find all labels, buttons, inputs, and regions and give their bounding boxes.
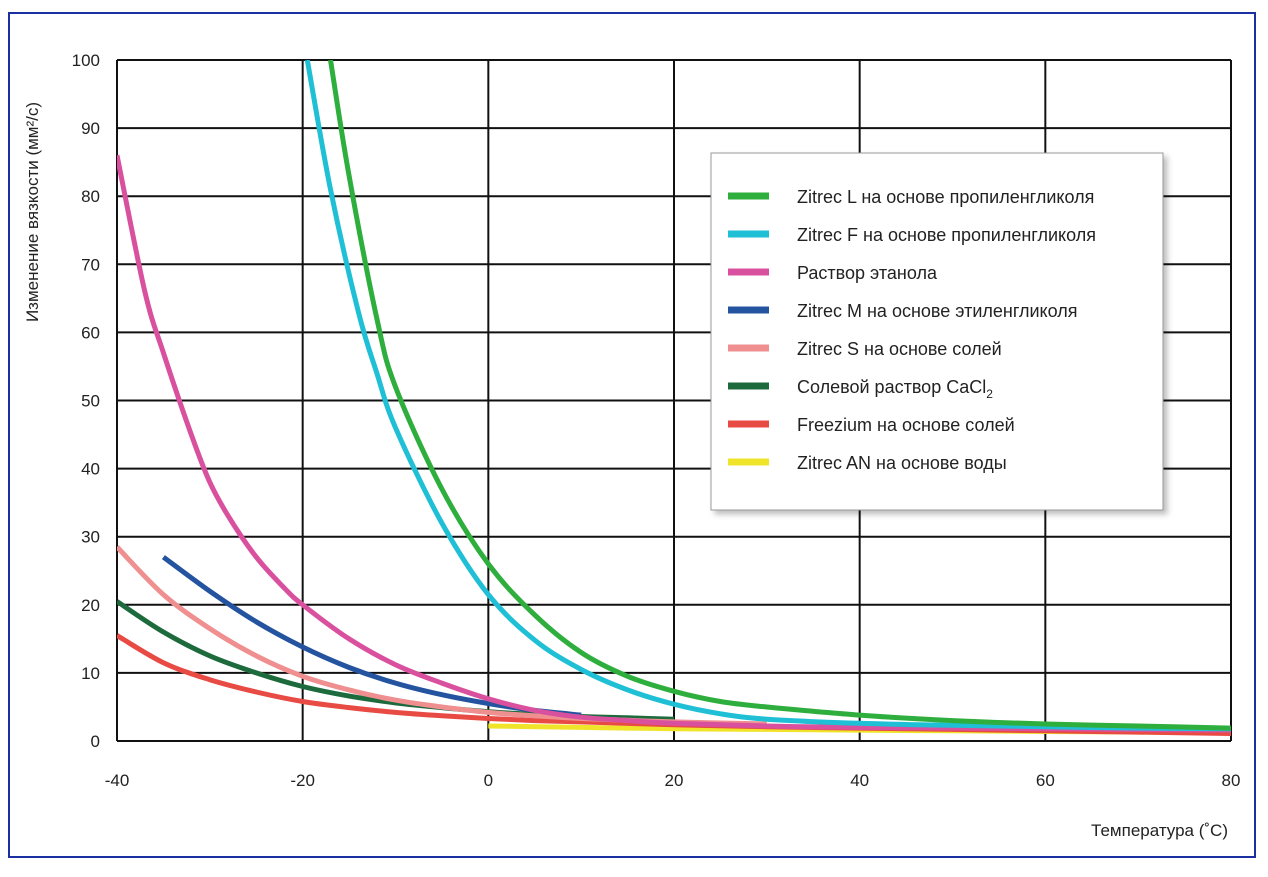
y-axis-label: Изменение вязкости (мм²/с) xyxy=(23,102,42,322)
x-tick-label: -20 xyxy=(290,771,315,790)
series-line xyxy=(117,545,767,727)
y-tick-label: 70 xyxy=(81,255,100,274)
legend-label: Раствор этанола xyxy=(797,263,938,283)
y-tick-label: 20 xyxy=(81,596,100,615)
x-tick-label: -40 xyxy=(105,771,130,790)
y-tick-label: 100 xyxy=(72,51,100,70)
legend: Zitrec L на основе пропиленгликоля Zitrec… xyxy=(710,152,1164,511)
legend-label: Zitrec S на основе солей xyxy=(797,339,1002,359)
legend-label: Freezium на основе солей xyxy=(797,415,1015,435)
series-line xyxy=(117,154,1231,733)
y-tick-label: 50 xyxy=(81,392,100,411)
y-tick-label: 0 xyxy=(91,732,100,751)
legend-label: Zitrec M на основе этиленгликоля xyxy=(797,301,1078,321)
series-line xyxy=(328,60,1231,731)
legend-label: Zitrec AN на основе воды xyxy=(797,453,1007,473)
y-tick-label: 40 xyxy=(81,460,100,479)
x-axis-label: Температура (˚С) xyxy=(1091,821,1228,840)
x-tick-label: 80 xyxy=(1222,771,1241,790)
y-tick-label: 60 xyxy=(81,323,100,342)
x-tick-label: 60 xyxy=(1036,771,1055,790)
legend-box xyxy=(710,152,1164,511)
legend-label: Zitrec L на основе пропиленгликоля xyxy=(797,187,1094,207)
y-tick-label: 10 xyxy=(81,664,100,683)
y-tick-label: 90 xyxy=(81,119,100,138)
series-line xyxy=(304,60,1231,732)
x-tick-label: 0 xyxy=(484,771,493,790)
x-tick-label: 20 xyxy=(665,771,684,790)
legend-label: Zitrec F на основе пропиленгликоля xyxy=(797,225,1096,245)
y-tick-label: 30 xyxy=(81,528,100,547)
x-tick-label: 40 xyxy=(850,771,869,790)
axes: 0 10 20 30 40 50 60 70 80 90 100 -40 -20 0 20 40 60 80 xyxy=(72,51,1241,790)
y-tick-label: 80 xyxy=(81,187,100,206)
series-lines xyxy=(117,60,1231,736)
